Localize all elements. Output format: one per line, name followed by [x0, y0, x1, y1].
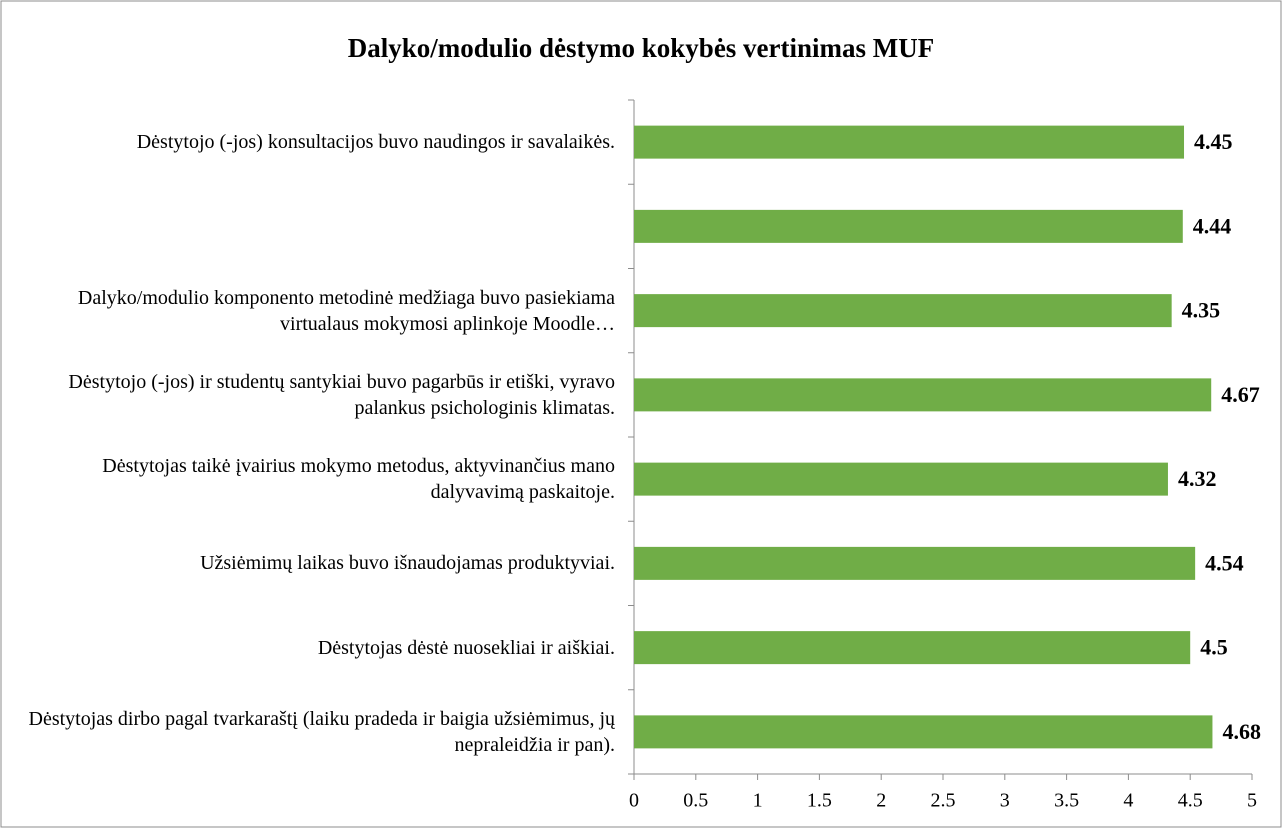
bar — [634, 378, 1212, 412]
bar — [634, 462, 1168, 496]
data-label: 4.35 — [1182, 298, 1221, 323]
category-label-box: Dėstytojo (-jos) ir studentų santykiai b… — [20, 353, 615, 437]
data-label: 4.32 — [1178, 466, 1217, 491]
bar — [634, 209, 1183, 243]
bar — [634, 715, 1213, 749]
x-tick-label: 0 — [629, 790, 639, 812]
category-label: Dėstytojas dėstė nuosekliai ir aiškiai. — [317, 636, 615, 659]
x-tick-label: 4 — [1123, 790, 1133, 812]
category-label: Dėstytojas taikė įvairius mokymo metodus… — [102, 455, 615, 504]
x-tick-label: 2 — [876, 790, 886, 812]
category-label: Užsiėmimų laikas buvo išnaudojamas produ… — [200, 552, 615, 575]
bar — [634, 125, 1185, 159]
data-label: 4.44 — [1193, 213, 1232, 238]
category-label: Dėstytojas dirbo pagal tvarkaraštį (laik… — [28, 707, 616, 756]
x-tick-label: 4.5 — [1178, 790, 1203, 812]
data-label: 4.67 — [1221, 382, 1260, 407]
category-label-box: Dėstytojo (-jos) konsultacijos buvo naud… — [20, 100, 615, 184]
data-label: 4.45 — [1194, 129, 1233, 154]
category-label-box: Užsiėmimų laikas buvo išnaudojamas produ… — [20, 521, 615, 605]
x-tick-label: 5 — [1247, 790, 1257, 812]
category-label-box: Dėstytojas dirbo pagal tvarkaraštį (laik… — [20, 690, 616, 774]
chart-title: Dalyko/modulio dėstymo kokybės vertinima… — [348, 33, 935, 63]
category-label: Dėstytojo (-jos) ir studentų santykiai b… — [68, 370, 615, 419]
x-tick-label: 1 — [753, 790, 763, 812]
bar — [634, 631, 1191, 665]
category-label-box: Dėstytojas taikė įvairius mokymo metodus… — [20, 437, 615, 521]
data-label: 4.54 — [1205, 550, 1244, 575]
category-label-box: Dalyko/modulio komponento metodinė medži… — [20, 269, 615, 353]
bar — [634, 546, 1196, 580]
x-tick-label: 3.5 — [1054, 790, 1079, 812]
data-label: 4.5 — [1200, 635, 1228, 660]
x-tick-label: 3 — [1000, 790, 1010, 812]
x-tick-label: 0.5 — [683, 790, 708, 812]
x-tick-label: 1.5 — [807, 790, 832, 812]
bar — [634, 294, 1172, 328]
category-label: Dėstytojo (-jos) konsultacijos buvo naud… — [136, 131, 615, 154]
category-label-box: Dėstytojas dėstė nuosekliai ir aiškiai. — [20, 606, 615, 690]
data-label: 4.68 — [1222, 719, 1261, 744]
category-label: Dalyko/modulio komponento metodinė medži… — [77, 286, 615, 335]
x-tick-label: 2.5 — [931, 790, 956, 812]
